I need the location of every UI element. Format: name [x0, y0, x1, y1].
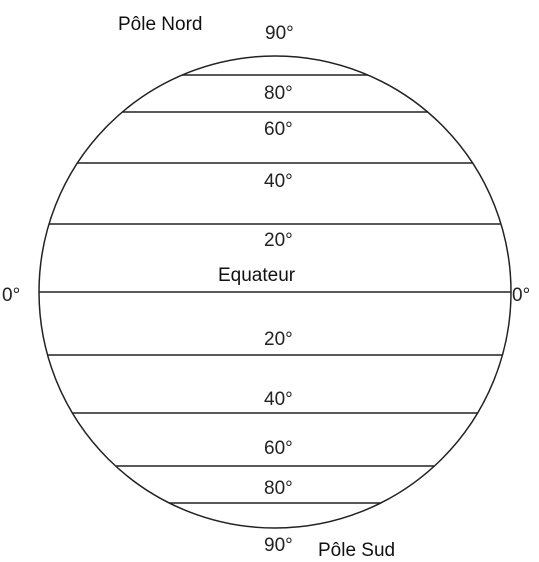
latitude-label: 60°	[264, 438, 293, 459]
longitude-label: 0°	[512, 285, 530, 306]
south-pole-label: Pôle Sud	[318, 540, 395, 561]
latitude-label: 20°	[264, 329, 293, 350]
latitude-label: 90°	[264, 535, 293, 556]
north-pole-label: Pôle Nord	[118, 14, 203, 35]
equator-label: Equateur	[218, 265, 296, 286]
latitude-label: 40°	[264, 171, 293, 192]
longitude-label: 0°	[2, 285, 20, 306]
latitude-label: 40°	[264, 389, 293, 410]
latitude-label: 80°	[264, 478, 293, 499]
latitude-label: 90°	[265, 23, 294, 44]
latitude-label: 80°	[264, 83, 293, 104]
latitude-label: 60°	[264, 119, 293, 140]
latitude-label: 20°	[264, 230, 293, 251]
